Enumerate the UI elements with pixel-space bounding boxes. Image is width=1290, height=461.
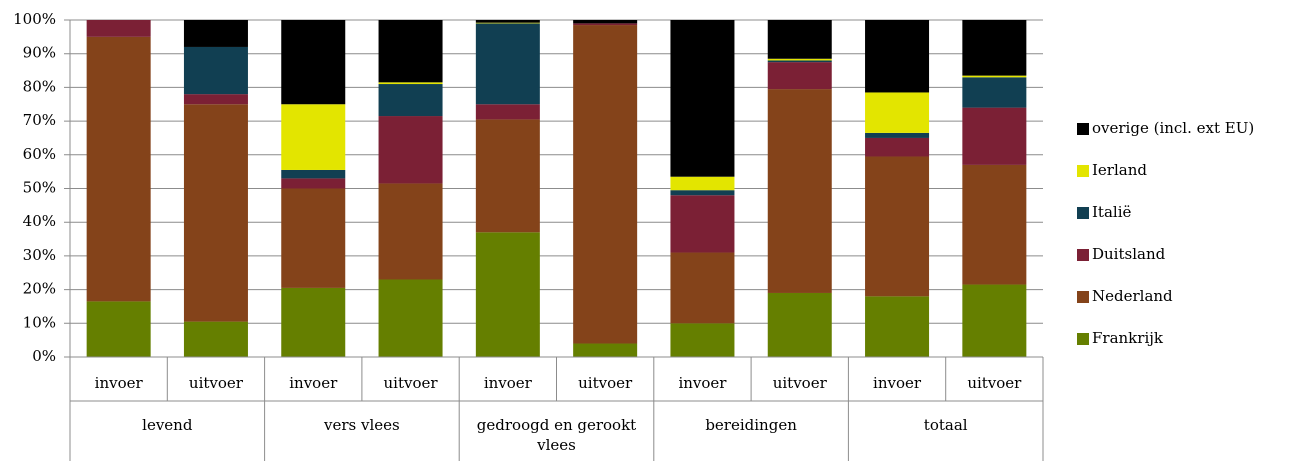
bar-segment	[378, 84, 443, 117]
legend-label: overige (incl. ext EU)	[1092, 119, 1254, 137]
bar-segment	[767, 89, 832, 293]
bar-segment	[281, 188, 346, 288]
legend-swatch	[1077, 165, 1089, 177]
bar-segment	[86, 36, 151, 302]
bar-segment	[767, 60, 832, 63]
bar-segment	[281, 20, 346, 105]
x-tick-label: invoer	[484, 374, 533, 392]
legend-label: Italië	[1092, 203, 1131, 221]
bar-segment	[962, 164, 1027, 285]
bar-segment	[281, 104, 346, 170]
group-label: vers vlees	[324, 416, 400, 434]
bar-segment	[962, 107, 1027, 165]
legend-label: Duitsland	[1092, 245, 1166, 263]
bar-segment	[475, 23, 540, 105]
bar-segment	[962, 20, 1027, 76]
y-tick-label: 0%	[32, 347, 56, 365]
y-tick-label: 100%	[13, 10, 56, 28]
bar-segment	[475, 104, 540, 120]
group-label: bereidingen	[705, 416, 797, 434]
bar-segment	[378, 116, 443, 184]
bar-segment	[670, 190, 735, 196]
bar-segment	[865, 132, 930, 138]
bar-segment	[573, 25, 638, 344]
bar-segment	[183, 46, 248, 95]
group-label: totaal	[923, 416, 968, 434]
bar-segment	[378, 20, 443, 83]
x-tick-label: uitvoer	[967, 374, 1022, 392]
bar-segment	[86, 20, 151, 37]
group-label: gedroogd en gerookt vlees	[476, 416, 637, 454]
bar-segment	[86, 301, 151, 357]
x-tick-label: invoer	[873, 374, 922, 392]
x-tick-label: uitvoer	[189, 374, 244, 392]
y-tick-label: 30%	[23, 246, 56, 264]
bar-segment	[962, 77, 1027, 108]
bar-segment	[281, 169, 346, 179]
bar-segment	[183, 20, 248, 47]
y-tick-label: 10%	[23, 313, 56, 331]
y-tick-label: 40%	[23, 212, 56, 230]
bar-segment	[767, 20, 832, 59]
bar-segment	[573, 20, 638, 24]
bar-segment	[670, 252, 735, 324]
bar-segment	[865, 92, 930, 133]
legend-label: Ierland	[1092, 161, 1147, 179]
bar-segment	[962, 75, 1027, 78]
bar-segment	[573, 343, 638, 357]
bar-segment	[962, 284, 1027, 357]
legend-label: Nederland	[1092, 287, 1173, 305]
bar-segment	[475, 119, 540, 233]
bar-segment	[378, 279, 443, 357]
bar-segment	[670, 176, 735, 191]
bar-segment	[767, 62, 832, 90]
legend-swatch	[1077, 249, 1089, 261]
y-tick-label: 90%	[23, 44, 56, 62]
bar-segment	[670, 195, 735, 253]
x-tick-label: invoer	[678, 374, 727, 392]
bar-segment	[865, 156, 930, 297]
legend-label: Frankrijk	[1092, 329, 1164, 347]
x-tick-label: invoer	[95, 374, 144, 392]
bar-segment	[183, 104, 248, 322]
y-tick-label: 80%	[23, 77, 56, 95]
x-tick-label: uitvoer	[578, 374, 633, 392]
y-tick-label: 60%	[23, 145, 56, 163]
bar-segment	[281, 287, 346, 357]
bar-segment	[670, 20, 735, 177]
bar-segment	[281, 178, 346, 189]
bar-segment	[378, 82, 443, 85]
bar-segment	[475, 22, 540, 24]
bar-segment	[865, 296, 930, 357]
legend-swatch	[1077, 207, 1089, 219]
x-tick-label: uitvoer	[384, 374, 439, 392]
bar-segment	[378, 183, 443, 280]
y-tick-label: 70%	[23, 111, 56, 129]
bar-segment	[475, 232, 540, 357]
y-tick-label: 50%	[23, 179, 56, 197]
bar-segment	[183, 321, 248, 357]
bar-segment	[865, 20, 930, 93]
x-tick-label: invoer	[289, 374, 338, 392]
bar-segment	[865, 137, 930, 157]
x-tick-label: uitvoer	[773, 374, 828, 392]
legend-swatch	[1077, 291, 1089, 303]
bar-segment	[573, 23, 638, 26]
bar-segment	[767, 58, 832, 61]
y-tick-label: 20%	[23, 280, 56, 298]
bar-segment	[767, 292, 832, 357]
legend-swatch	[1077, 333, 1089, 345]
bar-segment	[183, 94, 248, 105]
bar-segment	[475, 20, 540, 23]
bar-segment	[670, 323, 735, 357]
legend-swatch	[1077, 123, 1089, 135]
group-label: levend	[142, 416, 193, 434]
